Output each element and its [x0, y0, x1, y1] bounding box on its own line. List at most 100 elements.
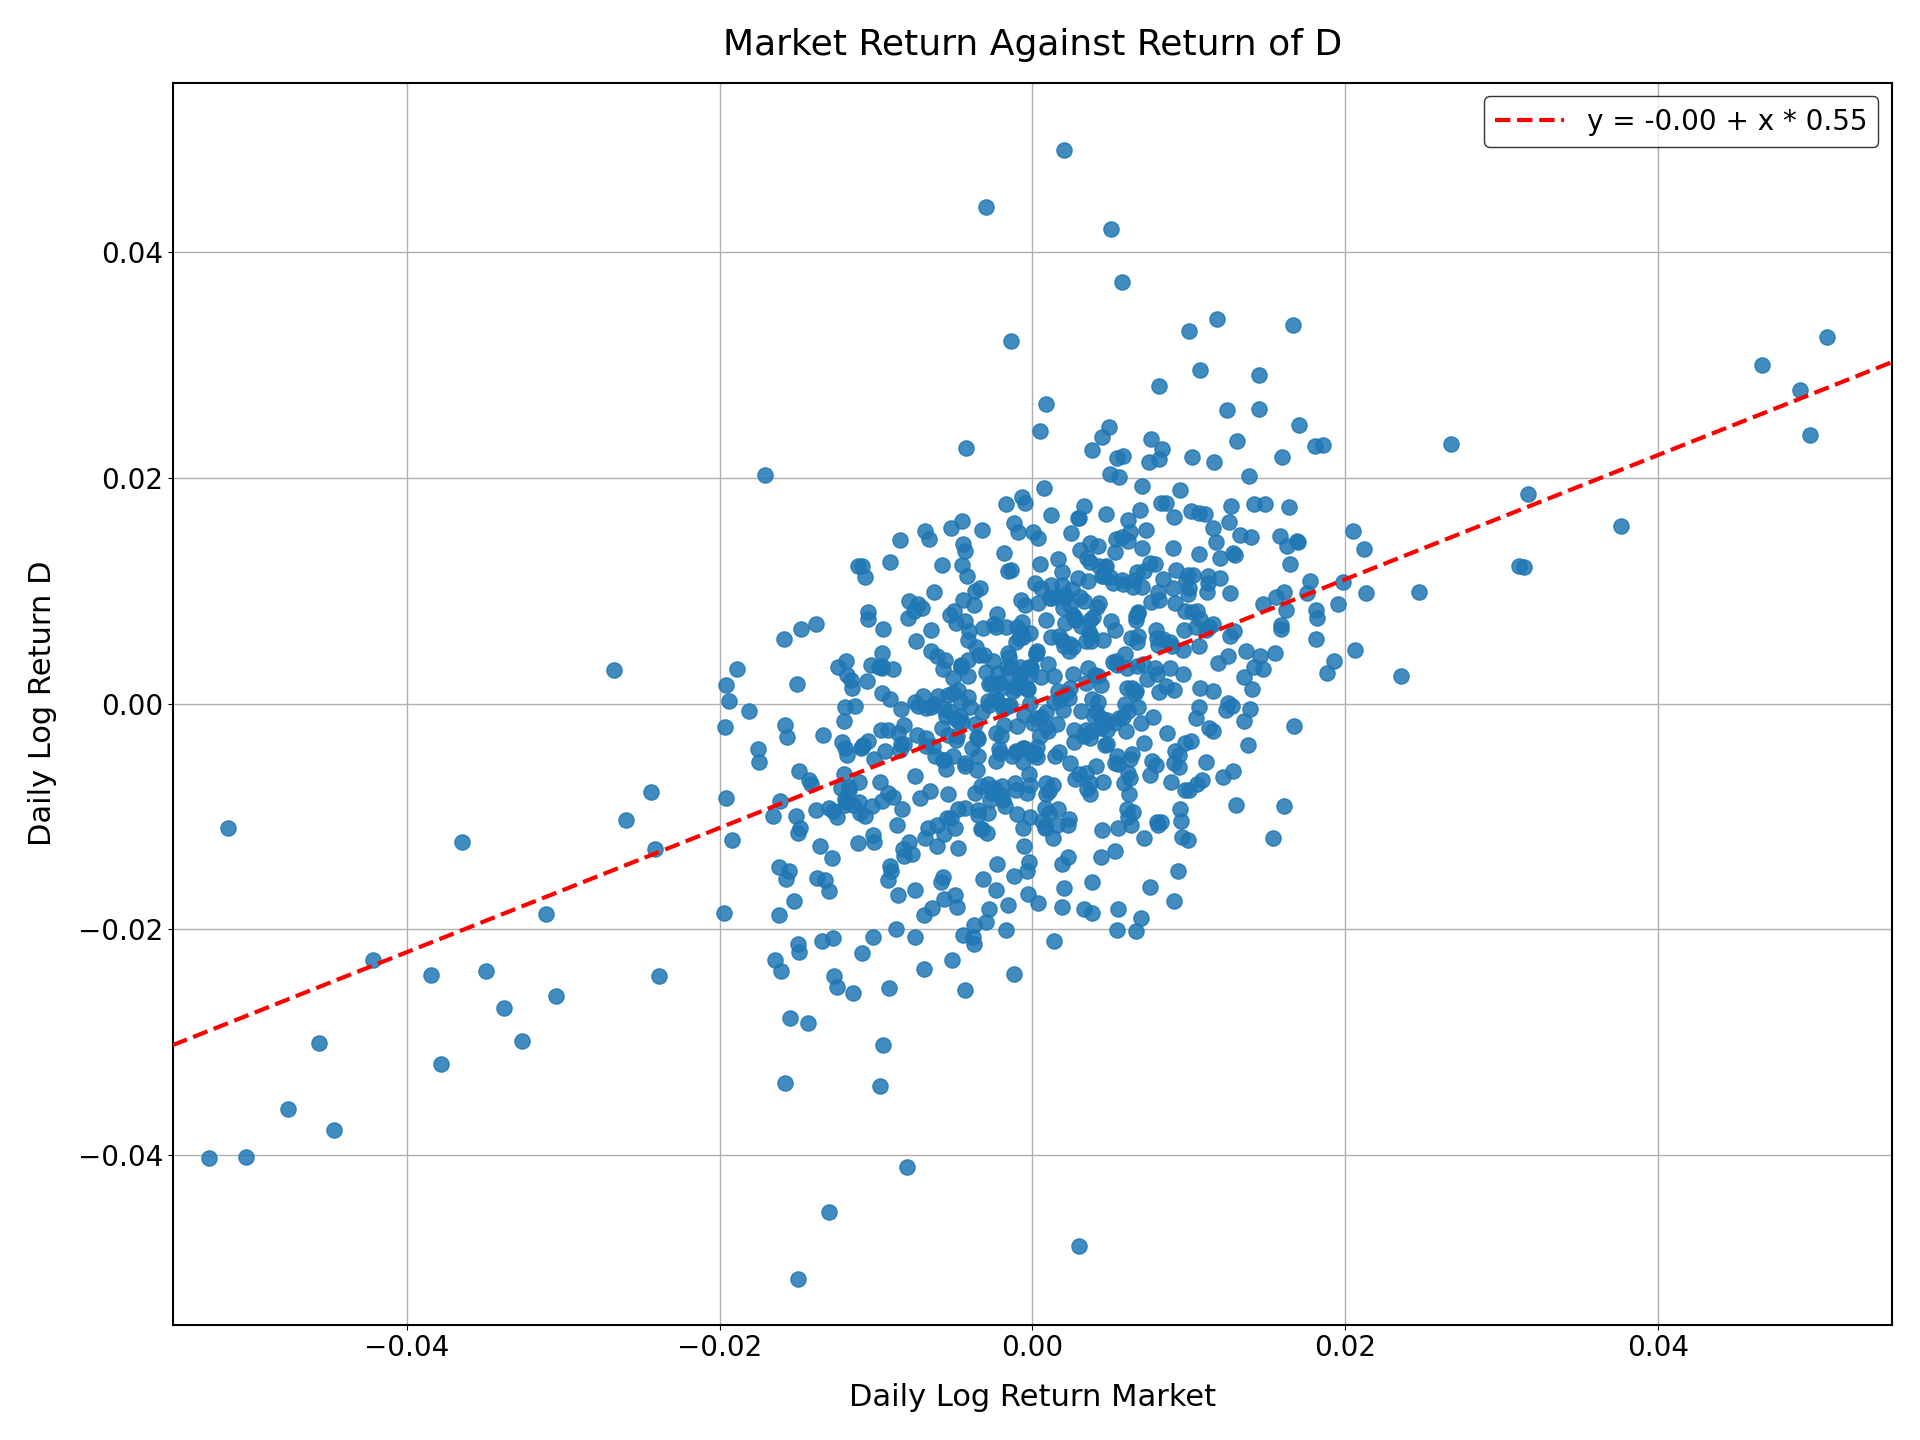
Point — [833, 775, 864, 798]
Point — [1066, 585, 1096, 608]
Point — [1089, 733, 1119, 756]
Point — [1140, 626, 1171, 649]
Point — [1029, 796, 1060, 819]
Point — [1035, 573, 1066, 596]
Point — [1137, 706, 1167, 729]
Point — [852, 729, 883, 752]
Point — [1233, 733, 1263, 756]
Point — [924, 684, 954, 707]
Point — [1031, 772, 1062, 795]
Point — [768, 628, 799, 651]
Point — [989, 714, 1020, 737]
Point — [1071, 671, 1102, 694]
Point — [877, 658, 908, 681]
Point — [837, 982, 868, 1005]
Point — [1164, 743, 1194, 766]
Point — [1069, 724, 1100, 747]
Point — [973, 897, 1004, 920]
Point — [1260, 642, 1290, 665]
Point — [1125, 906, 1156, 929]
Point — [783, 822, 814, 845]
Point — [1010, 593, 1041, 616]
Point — [933, 684, 964, 707]
Point — [1164, 860, 1194, 883]
Point — [1098, 651, 1129, 674]
Point — [1198, 720, 1229, 743]
Point — [1123, 696, 1154, 719]
Point — [993, 696, 1023, 719]
Point — [1181, 616, 1212, 639]
Point — [977, 612, 1008, 635]
Point — [954, 696, 985, 719]
Point — [1169, 778, 1200, 801]
Point — [1169, 732, 1200, 755]
Point — [962, 727, 993, 750]
Point — [916, 780, 947, 804]
Point — [1071, 762, 1102, 785]
Point — [1185, 608, 1215, 631]
Point — [996, 744, 1027, 768]
Point — [868, 618, 899, 641]
Point — [831, 664, 862, 687]
Point — [213, 816, 244, 840]
Point — [804, 835, 835, 858]
Point — [1135, 428, 1165, 451]
Point — [1079, 704, 1110, 727]
Point — [1279, 714, 1309, 737]
Point — [710, 674, 741, 697]
Point — [1071, 546, 1102, 569]
Point — [1020, 706, 1050, 729]
Point — [1023, 419, 1054, 442]
Point — [868, 1032, 899, 1056]
Point — [918, 897, 948, 920]
Point — [964, 804, 995, 827]
Point — [927, 749, 958, 772]
Point — [1140, 553, 1171, 576]
Point — [1350, 582, 1380, 605]
Point — [1129, 732, 1160, 755]
Point — [922, 814, 952, 837]
Point — [1064, 507, 1094, 530]
Point — [866, 719, 897, 742]
Point — [1033, 802, 1064, 825]
Point — [1503, 554, 1534, 577]
Point — [877, 785, 908, 808]
Point — [1265, 618, 1296, 641]
Point — [1108, 572, 1139, 595]
Point — [764, 903, 795, 926]
Point — [1016, 662, 1046, 685]
Point — [970, 660, 1000, 683]
Point — [1014, 773, 1044, 796]
Point — [937, 681, 968, 704]
Point — [1123, 600, 1154, 624]
Point — [837, 793, 868, 816]
Point — [908, 904, 939, 927]
Point — [1192, 564, 1223, 588]
Point — [829, 736, 860, 759]
Point — [1121, 655, 1152, 678]
Point — [1198, 451, 1229, 474]
Point — [966, 775, 996, 798]
Point — [874, 868, 904, 891]
Point — [1000, 778, 1031, 801]
Point — [1265, 524, 1296, 547]
Point — [981, 602, 1012, 625]
Point — [1225, 524, 1256, 547]
Point — [1075, 550, 1106, 573]
Point — [708, 901, 739, 924]
Point — [1183, 543, 1213, 566]
Point — [1112, 508, 1142, 531]
Point — [1135, 876, 1165, 899]
Point — [829, 788, 860, 811]
Point — [1169, 600, 1200, 624]
Point — [1213, 510, 1244, 533]
Point — [922, 645, 952, 668]
Point — [937, 806, 968, 829]
Point — [1167, 662, 1198, 685]
Point — [831, 791, 862, 814]
Point — [1294, 569, 1325, 592]
Point — [899, 599, 929, 622]
Point — [1114, 782, 1144, 805]
Point — [973, 690, 1004, 713]
Point — [1160, 752, 1190, 775]
